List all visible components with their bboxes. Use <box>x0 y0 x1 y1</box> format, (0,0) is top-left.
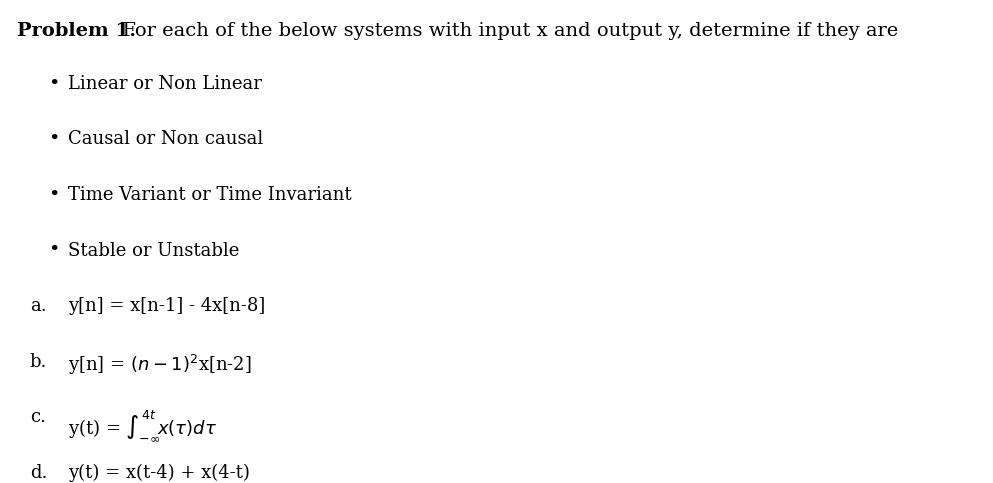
Text: Problem 1.: Problem 1. <box>17 22 136 40</box>
Text: d.: d. <box>30 464 47 482</box>
Text: y[n] = x[n-1] - 4x[n-8]: y[n] = x[n-1] - 4x[n-8] <box>68 297 265 315</box>
Text: For each of the below systems with input x and output y, determine if they are: For each of the below systems with input… <box>110 22 899 40</box>
Text: Time Variant or Time Invariant: Time Variant or Time Invariant <box>68 186 352 204</box>
Text: c.: c. <box>30 408 46 426</box>
Text: •: • <box>48 186 59 204</box>
Text: •: • <box>48 242 59 259</box>
Text: •: • <box>48 75 59 93</box>
Text: b.: b. <box>30 353 47 370</box>
Text: y(t) = $\int_{-\infty}^{4t}\! x(\tau)d\tau$: y(t) = $\int_{-\infty}^{4t}\! x(\tau)d\t… <box>68 408 216 443</box>
Text: y(t) = x(t-4) + x(4-t): y(t) = x(t-4) + x(4-t) <box>68 464 249 482</box>
Text: •: • <box>48 130 59 148</box>
Text: a.: a. <box>30 297 47 315</box>
Text: Linear or Non Linear: Linear or Non Linear <box>68 75 261 93</box>
Text: y[n] = $(n - 1)^2$x[n-2]: y[n] = $(n - 1)^2$x[n-2] <box>68 353 251 377</box>
Text: Stable or Unstable: Stable or Unstable <box>68 242 239 259</box>
Text: Causal or Non causal: Causal or Non causal <box>68 130 263 148</box>
